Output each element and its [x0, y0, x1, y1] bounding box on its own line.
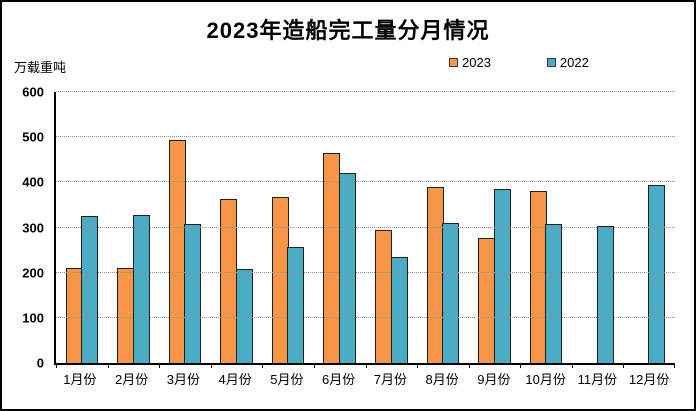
y-tick-label-200: 200: [22, 265, 44, 281]
month-group-12月份: [623, 92, 675, 363]
month-group-5月份: [262, 92, 314, 363]
x-label-7月份: 7月份: [373, 372, 407, 387]
legend-swatch-2022: [546, 58, 556, 67]
gridline-200: [56, 271, 675, 273]
gridline-300: [56, 226, 675, 228]
gridline-600: [56, 91, 675, 92]
x-label-5月份: 5月份: [270, 372, 304, 387]
bar-2022-11月份: [596, 226, 614, 363]
x-label-11月份: 11月份: [577, 372, 618, 387]
bar-2023-3月份: [168, 139, 186, 363]
plot-area: [54, 91, 675, 368]
bar-2022-12月份: [648, 184, 666, 363]
chart-title: 2023年造船完工量分月情况: [206, 18, 490, 43]
x-axis-tick-9: [520, 363, 522, 368]
y-tick-label-100: 100: [22, 310, 44, 326]
month-group-7月份: [365, 92, 417, 363]
x-axis-tick-10: [571, 363, 573, 368]
x-axis-tick-6: [365, 363, 367, 368]
bar-2022-5月份: [287, 247, 305, 363]
legend-entry-2023: 2023: [449, 55, 491, 70]
x-label-6月份: 6月份: [322, 372, 356, 387]
bar-2023-6月份: [323, 152, 341, 363]
x-axis-tick-0: [56, 363, 57, 368]
bar-2023-4月份: [220, 199, 238, 363]
x-label-2月份: 2月份: [115, 372, 149, 387]
plot-months: [56, 92, 675, 363]
legend-label-2022: 2022: [559, 55, 589, 70]
bar-2022-9月份: [493, 188, 511, 363]
x-axis-tick-2: [159, 363, 161, 368]
legend-entry-2022: 2022: [546, 55, 589, 70]
month-group-8月份: [417, 92, 469, 363]
bar-2022-8月份: [442, 222, 460, 363]
x-label-1月份: 1月份: [63, 372, 97, 387]
bar-2022-10月份: [545, 223, 563, 363]
x-label-4月份: 4月份: [218, 372, 252, 387]
x-label-9月份: 9月份: [477, 372, 511, 387]
bar-2023-7月份: [375, 229, 392, 363]
y-axis-unit-label: 万载重吨: [14, 60, 67, 75]
month-group-6月份: [314, 92, 366, 363]
x-axis-tick-4: [262, 363, 264, 368]
x-axis-tick-12: [674, 363, 675, 368]
y-tick-label-0: 0: [36, 355, 44, 371]
x-axis-tick-3: [210, 363, 212, 368]
legend-swatch-2023: [449, 58, 458, 67]
bar-2023-2月份: [117, 267, 135, 363]
month-group-10月份: [520, 92, 572, 363]
x-axis-tick-5: [313, 363, 315, 368]
legend-label-2023: 2023: [462, 55, 491, 70]
gridline-500: [56, 136, 675, 138]
gridline-100: [56, 316, 675, 318]
y-tick-label-300: 300: [22, 220, 44, 235]
month-group-2月份: [108, 92, 160, 363]
x-label-8月份: 8月份: [425, 372, 459, 387]
month-group-1月份: [56, 92, 108, 363]
x-axis-tick-11: [623, 363, 625, 368]
x-axis-tick-1: [107, 363, 109, 368]
bar-2022-7月份: [390, 257, 408, 363]
month-group-11月份: [572, 92, 624, 363]
y-tick-label-500: 500: [22, 129, 44, 145]
bar-2023-5月份: [271, 196, 289, 363]
legend: 2023 2022: [449, 55, 589, 70]
y-axis-labels: 0 100 200 300 400 500 600: [2, 85, 44, 371]
bar-2023-10月份: [529, 190, 547, 363]
month-group-3月份: [159, 92, 211, 363]
bar-2022-6月份: [338, 172, 356, 363]
x-axis-tick-7: [417, 363, 419, 368]
bar-2022-3月份: [184, 223, 202, 363]
x-label-12月份: 12月份: [628, 372, 670, 387]
bar-2022-4月份: [235, 268, 253, 363]
bar-2023-1月份: [65, 267, 83, 363]
bar-2022-2月份: [132, 214, 150, 363]
x-label-10月份: 10月份: [525, 372, 566, 387]
bar-2023-8月份: [426, 187, 444, 363]
x-axis-tick-8: [468, 363, 470, 368]
gridline-400: [56, 181, 675, 183]
bar-2022-1月份: [81, 215, 99, 363]
x-axis-labels: 1月份 2月份 3月份 4月份 5月份 6月份 7月份 8月份 9月份 10月份 11月份 12月份: [54, 369, 675, 388]
bar-2023-9月份: [478, 238, 496, 363]
y-tick-label-600: 600: [22, 84, 44, 100]
y-tick-label-400: 400: [22, 174, 44, 190]
month-group-9月份: [469, 92, 521, 363]
x-label-3月份: 3月份: [166, 372, 200, 387]
month-group-4月份: [211, 92, 263, 363]
